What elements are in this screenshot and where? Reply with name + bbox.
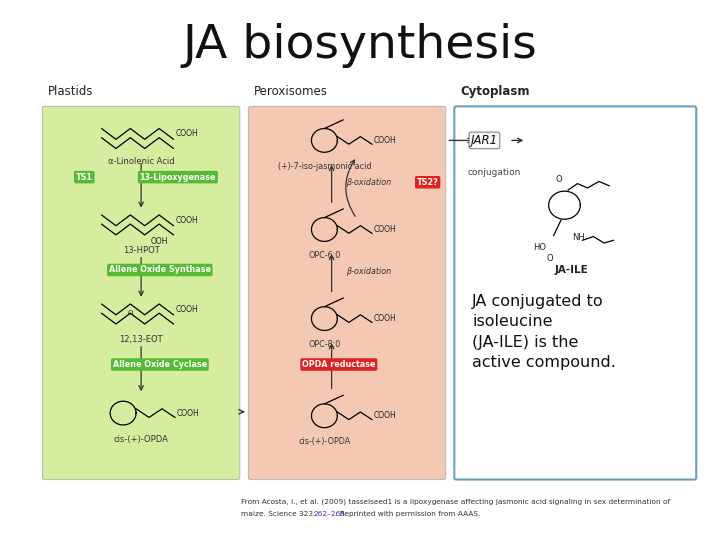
- Text: COOH: COOH: [177, 409, 200, 417]
- Text: maize. Science 323:: maize. Science 323:: [241, 511, 318, 517]
- Text: COOH: COOH: [374, 411, 397, 420]
- Text: Peroxisomes: Peroxisomes: [254, 85, 328, 98]
- Text: HO: HO: [534, 243, 546, 252]
- Text: 12,13-EOT: 12,13-EOT: [120, 335, 163, 344]
- Text: NH: NH: [572, 233, 585, 242]
- FancyBboxPatch shape: [454, 106, 696, 480]
- Text: Plastids: Plastids: [48, 85, 94, 98]
- Text: TS2?: TS2?: [417, 178, 438, 187]
- Text: 13-HPOT: 13-HPOT: [122, 246, 160, 255]
- Text: COOH: COOH: [176, 130, 199, 138]
- Text: COOH: COOH: [176, 305, 199, 314]
- Text: JA biosynthesis: JA biosynthesis: [183, 23, 537, 69]
- Text: 13-Lipoxygenase: 13-Lipoxygenase: [140, 173, 216, 181]
- Text: O: O: [555, 174, 562, 184]
- Text: JA-ILE: JA-ILE: [555, 265, 588, 275]
- Text: COOH: COOH: [374, 314, 397, 323]
- Text: . Reprinted with permission from AAAS.: . Reprinted with permission from AAAS.: [335, 511, 480, 517]
- Text: JAR1: JAR1: [471, 134, 498, 147]
- Text: COOH: COOH: [374, 136, 397, 145]
- Text: OOH: OOH: [150, 237, 168, 246]
- Text: Allene Oxide Synthase: Allene Oxide Synthase: [109, 266, 211, 274]
- Text: From Acosta, I., et al. (2009) tasselseed1 is a lipoxygenase affecting jasmonic : From Acosta, I., et al. (2009) tasselsee…: [241, 498, 670, 505]
- Text: β-oxidation: β-oxidation: [346, 178, 391, 187]
- Text: OPC-8:0: OPC-8:0: [308, 340, 341, 349]
- Text: O: O: [127, 310, 133, 316]
- Text: cis-(+)-OPDA: cis-(+)-OPDA: [114, 435, 168, 444]
- Text: β-oxidation: β-oxidation: [346, 267, 391, 276]
- Text: O: O: [546, 254, 554, 263]
- FancyBboxPatch shape: [248, 106, 446, 480]
- Text: 262–265: 262–265: [313, 511, 345, 517]
- Text: OPC-6:0: OPC-6:0: [308, 251, 341, 260]
- FancyBboxPatch shape: [42, 106, 240, 480]
- Text: COOH: COOH: [374, 225, 397, 234]
- Text: OPDA reductase: OPDA reductase: [302, 360, 376, 369]
- Text: α-Linolenic Acid: α-Linolenic Acid: [108, 157, 174, 166]
- Text: conjugation: conjugation: [467, 168, 521, 178]
- Text: COOH: COOH: [176, 216, 199, 225]
- Text: Allene Oxide Cyclase: Allene Oxide Cyclase: [113, 360, 207, 369]
- Text: Cytoplasm: Cytoplasm: [460, 85, 530, 98]
- Text: cis-(+)-OPDA: cis-(+)-OPDA: [298, 437, 351, 447]
- Text: (+)-7-iso-jasmonic acid: (+)-7-iso-jasmonic acid: [278, 162, 371, 171]
- Text: TS1: TS1: [76, 173, 93, 181]
- Text: JA conjugated to
isoleucine
(JA-ILE) is the
active compound.: JA conjugated to isoleucine (JA-ILE) is …: [472, 294, 616, 370]
